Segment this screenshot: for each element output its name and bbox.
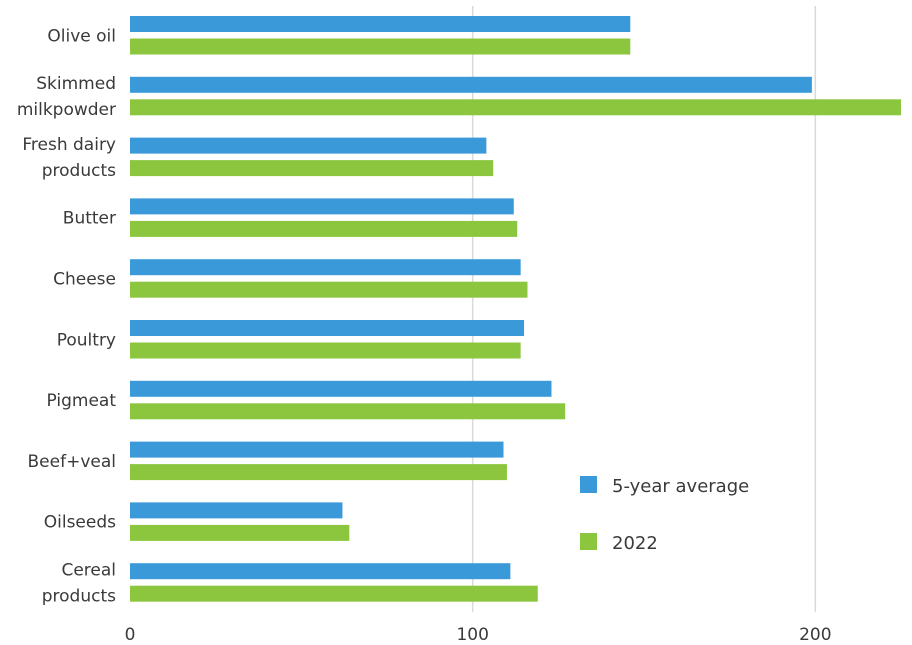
bar-oilseeds-5-year-average [130, 502, 343, 519]
bar-butter-2022 [130, 220, 518, 237]
category-label: Oilseeds [44, 513, 116, 533]
bar-poultry-5-year-average [130, 320, 525, 336]
bar-skimmed-milkpowder-2022 [130, 99, 901, 116]
bar-poultry-2022 [130, 342, 521, 359]
category-label: Cheese [53, 269, 116, 289]
category-label: products [42, 586, 116, 606]
x-tick-label: 100 [456, 625, 488, 645]
bar-butter-5-year-average [130, 198, 514, 215]
bar-cheese-5-year-average [130, 259, 521, 276]
bar-oilseeds-2022 [130, 524, 350, 541]
x-tick-label: 0 [125, 625, 136, 645]
category-labels: Olive oil Skimmed milkpowder Fresh dairy pro… [17, 26, 117, 606]
legend-swatch-5-year-average [580, 476, 597, 493]
category-label: Fresh dairy [22, 135, 116, 155]
bar-olive-oil-2022 [130, 38, 631, 55]
legend: 5-year average 2022 [580, 476, 749, 554]
x-tick-label: 200 [799, 625, 831, 645]
legend-swatch-2022 [580, 533, 597, 550]
bar-pigmeat-2022 [130, 403, 566, 420]
gridlines [471, 6, 817, 612]
category-label: Olive oil [47, 26, 116, 46]
bar-pigmeat-5-year-average [130, 380, 552, 397]
category-label: Poultry [57, 330, 116, 350]
category-label: Skimmed [36, 74, 116, 94]
category-label: Beef+veal [28, 452, 116, 472]
bar-skimmed-milkpowder-5-year-average [130, 76, 812, 93]
x-axis-tick-labels: 0 100 200 [125, 625, 832, 645]
bar-cheese-2022 [130, 281, 528, 298]
category-label: milkpowder [17, 100, 116, 120]
category-label: Butter [63, 209, 116, 229]
bar-fresh-dairy-products-2022 [130, 160, 494, 177]
category-label: Pigmeat [47, 391, 117, 411]
category-label: Cereal [61, 560, 116, 580]
legend-label-2022: 2022 [612, 533, 658, 554]
bar-beef-veal-5-year-average [130, 441, 504, 458]
bar-beef-veal-2022 [130, 464, 507, 481]
legend-label-5-year-average: 5-year average [612, 476, 749, 497]
bars [130, 16, 901, 602]
bar-olive-oil-5-year-average [130, 16, 631, 32]
bar-cereal-products-5-year-average [130, 563, 511, 580]
bar-cereal-products-2022 [130, 585, 538, 602]
bar-fresh-dairy-products-5-year-average [130, 137, 487, 154]
category-label: products [42, 161, 116, 181]
